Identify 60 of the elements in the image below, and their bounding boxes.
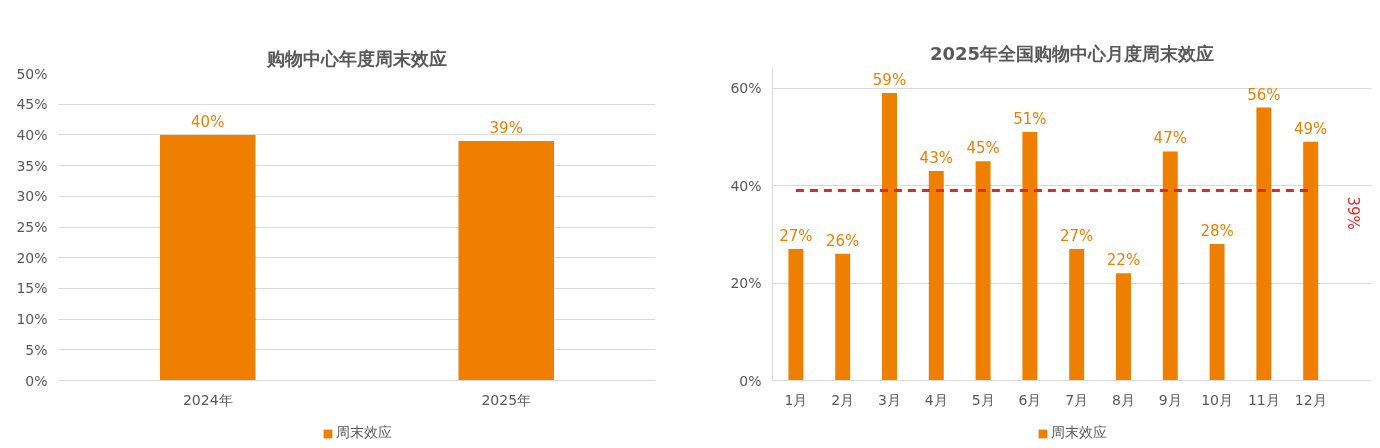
bar [1022,131,1038,381]
chart-title: 2025年全国购物中心月度周末效应 [929,42,1215,64]
x-tick-label: 11月 [1247,391,1280,408]
x-tick-label: 1月 [784,391,808,408]
y-tick-label: 50% [16,65,48,82]
data-label: 40% [191,112,225,131]
y-tick-label: 60% [730,80,762,96]
legend-label: 周末效应 [1050,424,1107,442]
bar [788,248,804,381]
bar [1162,151,1178,381]
x-tick-label: 10月 [1201,391,1233,408]
data-label: 27% [779,226,813,245]
data-label: 22% [1106,251,1141,270]
x-tick-label: 12月 [1294,391,1327,408]
chart-title: 购物中心年度周末效应 [266,47,447,69]
x-tick-label: 9月 [1158,391,1182,408]
data-label: 39% [489,119,523,138]
data-label: 43% [919,148,953,167]
x-tick-label: 8月 [1112,391,1135,408]
data-label: 51% [1013,109,1047,128]
bar [928,170,944,381]
bar [835,253,851,381]
x-tick-label: 2025年 [481,391,532,408]
y-tick-label: 25% [16,219,48,235]
data-label: 56% [1247,85,1281,104]
x-tick-label: 2月 [831,391,855,408]
bar [882,92,897,381]
x-tick-label: 3月 [878,391,901,408]
bar [1115,273,1131,381]
y-tick-label: 35% [16,157,48,174]
bar [1069,248,1085,381]
bar [1256,107,1272,381]
ref-line-label: 39% [1343,196,1362,230]
data-label: 28% [1200,222,1234,240]
data-label: 49% [1293,119,1328,138]
x-tick-label: 6月 [1018,391,1042,408]
data-label: 47% [1153,129,1187,148]
y-tick-label: 30% [16,188,48,205]
y-tick-label: 40% [730,177,762,194]
data-label: 27% [1060,226,1094,245]
data-label: 26% [826,231,860,250]
data-label: 45% [966,139,1000,158]
y-tick-label: 15% [16,280,48,297]
y-tick-label: 40% [16,126,48,143]
bar [975,161,991,381]
bar [1303,141,1319,381]
y-tick-label: 5% [25,341,48,358]
x-tick-label: 4月 [924,391,948,408]
x-tick-label: 7月 [1065,391,1089,408]
x-tick-label: 5月 [971,391,995,408]
legend-label: 周末效应 [335,424,392,442]
y-tick-label: 0% [25,372,48,389]
data-label: 59% [872,70,907,89]
y-tick-label: 20% [730,275,762,291]
bar [1209,244,1225,381]
y-tick-label: 0% [739,372,762,389]
x-tick-label: 2024年 [182,391,233,408]
y-tick-label: 20% [16,249,48,266]
y-tick-label: 10% [16,311,48,328]
y-tick-label: 45% [16,96,48,113]
